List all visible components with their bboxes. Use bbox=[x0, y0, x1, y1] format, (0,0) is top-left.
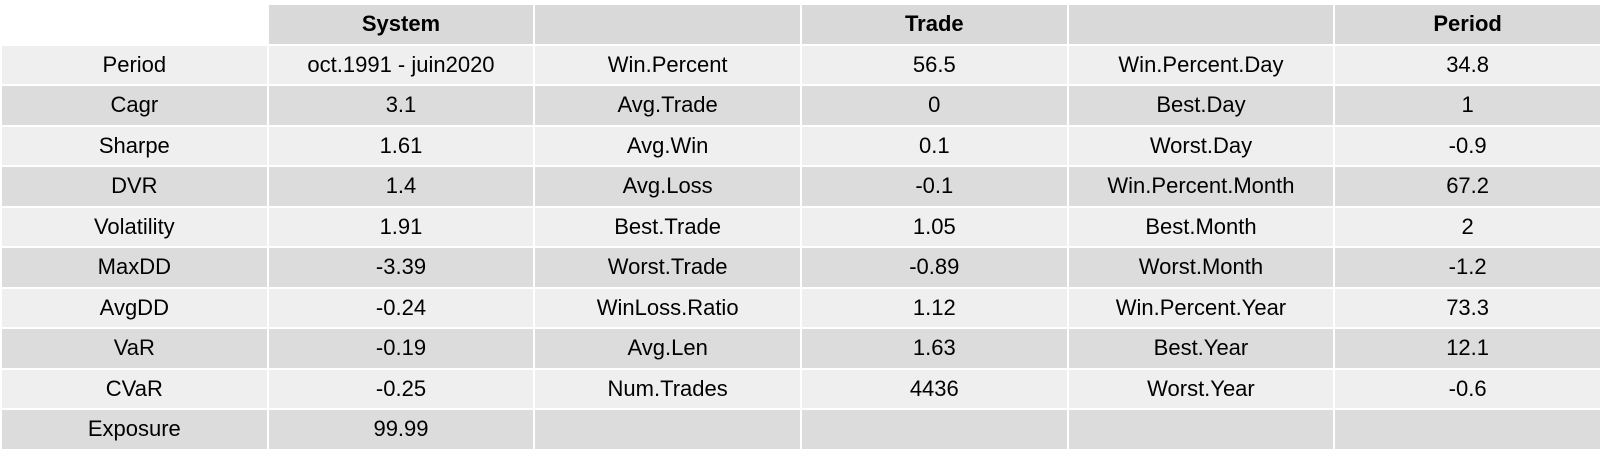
table-row: Sharpe 1.61 Avg.Win 0.1 Worst.Day -0.9 bbox=[0, 124, 1600, 167]
table-cell: Win.Percent.Month bbox=[1066, 165, 1336, 208]
table-cell: 1.61 bbox=[266, 124, 536, 167]
table-row: Exposure 99.99 bbox=[0, 408, 1600, 451]
table-cell: Volatility bbox=[0, 205, 269, 248]
table-cell: -1.2 bbox=[1333, 246, 1600, 289]
table-cell: 1.4 bbox=[266, 165, 536, 208]
table-cell: Exposure bbox=[0, 408, 269, 451]
table-cell: 73.3 bbox=[1333, 286, 1600, 329]
table-cell: Sharpe bbox=[0, 124, 269, 167]
table-cell: 1 bbox=[1333, 84, 1600, 127]
header-cell-period-metric bbox=[1066, 3, 1336, 46]
table-cell: 1.05 bbox=[799, 205, 1069, 248]
table-cell: oct.1991 - juin2020 bbox=[266, 43, 536, 86]
table-row: VaR -0.19 Avg.Len 1.63 Best.Year 12.1 bbox=[0, 327, 1600, 370]
table-cell: 12.1 bbox=[1333, 327, 1600, 370]
table-cell: Avg.Len bbox=[533, 327, 802, 370]
table-cell: -3.39 bbox=[266, 246, 536, 289]
table-cell: 4436 bbox=[799, 367, 1069, 410]
table-cell: Period bbox=[0, 43, 269, 86]
header-cell-trade-metric bbox=[533, 3, 802, 46]
table-cell: Cagr bbox=[0, 84, 269, 127]
table-cell bbox=[1333, 408, 1600, 451]
table-cell: 99.99 bbox=[266, 408, 536, 451]
table-cell: 0.1 bbox=[799, 124, 1069, 167]
table-cell: -0.25 bbox=[266, 367, 536, 410]
table-row: MaxDD -3.39 Worst.Trade -0.89 Worst.Mont… bbox=[0, 246, 1600, 289]
table-cell: Best.Day bbox=[1066, 84, 1336, 127]
table-cell: Avg.Trade bbox=[533, 84, 802, 127]
performance-stats-table: System Trade Period Period oct.1991 - ju… bbox=[0, 3, 1600, 451]
table-cell: 56.5 bbox=[799, 43, 1069, 86]
header-cell-trade: Trade bbox=[799, 3, 1069, 46]
table-cell: Win.Percent.Year bbox=[1066, 286, 1336, 329]
table-cell: Worst.Day bbox=[1066, 124, 1336, 167]
table-cell: 67.2 bbox=[1333, 165, 1600, 208]
table-cell: Worst.Month bbox=[1066, 246, 1336, 289]
table-cell bbox=[799, 408, 1069, 451]
table-cell: 1.63 bbox=[799, 327, 1069, 370]
table-cell: 0 bbox=[799, 84, 1069, 127]
table-cell: 3.1 bbox=[266, 84, 536, 127]
table-cell: MaxDD bbox=[0, 246, 269, 289]
table-cell: Best.Month bbox=[1066, 205, 1336, 248]
table-cell: -0.1 bbox=[799, 165, 1069, 208]
table-row: CVaR -0.25 Num.Trades 4436 Worst.Year -0… bbox=[0, 367, 1600, 410]
table-cell: 2 bbox=[1333, 205, 1600, 248]
table-cell: 1.12 bbox=[799, 286, 1069, 329]
table-cell: Avg.Win bbox=[533, 124, 802, 167]
table-cell: -0.19 bbox=[266, 327, 536, 370]
header-row: System Trade Period bbox=[0, 3, 1600, 46]
table-cell: Best.Year bbox=[1066, 327, 1336, 370]
table-cell: Worst.Year bbox=[1066, 367, 1336, 410]
table-row: AvgDD -0.24 WinLoss.Ratio 1.12 Win.Perce… bbox=[0, 286, 1600, 329]
header-cell-system: System bbox=[266, 3, 536, 46]
table-cell: -0.24 bbox=[266, 286, 536, 329]
table-cell: Worst.Trade bbox=[533, 246, 802, 289]
header-cell-metric bbox=[0, 3, 269, 46]
table-cell bbox=[533, 408, 802, 451]
table-cell: WinLoss.Ratio bbox=[533, 286, 802, 329]
table-cell: Num.Trades bbox=[533, 367, 802, 410]
table-cell: -0.89 bbox=[799, 246, 1069, 289]
table-cell: AvgDD bbox=[0, 286, 269, 329]
table-cell: CVaR bbox=[0, 367, 269, 410]
table-row: Period oct.1991 - juin2020 Win.Percent 5… bbox=[0, 43, 1600, 86]
table-row: Volatility 1.91 Best.Trade 1.05 Best.Mon… bbox=[0, 205, 1600, 248]
table-cell: 1.91 bbox=[266, 205, 536, 248]
table-cell: Win.Percent.Day bbox=[1066, 43, 1336, 86]
table-cell: 34.8 bbox=[1333, 43, 1600, 86]
table-cell: Win.Percent bbox=[533, 43, 802, 86]
table-cell: -0.9 bbox=[1333, 124, 1600, 167]
table-row: Cagr 3.1 Avg.Trade 0 Best.Day 1 bbox=[0, 84, 1600, 127]
table-cell: Avg.Loss bbox=[533, 165, 802, 208]
table-cell: Best.Trade bbox=[533, 205, 802, 248]
table-cell bbox=[1066, 408, 1336, 451]
header-cell-period: Period bbox=[1333, 3, 1600, 46]
table-cell: -0.6 bbox=[1333, 367, 1600, 410]
table-cell: DVR bbox=[0, 165, 269, 208]
table-row: DVR 1.4 Avg.Loss -0.1 Win.Percent.Month … bbox=[0, 165, 1600, 208]
table-cell: VaR bbox=[0, 327, 269, 370]
